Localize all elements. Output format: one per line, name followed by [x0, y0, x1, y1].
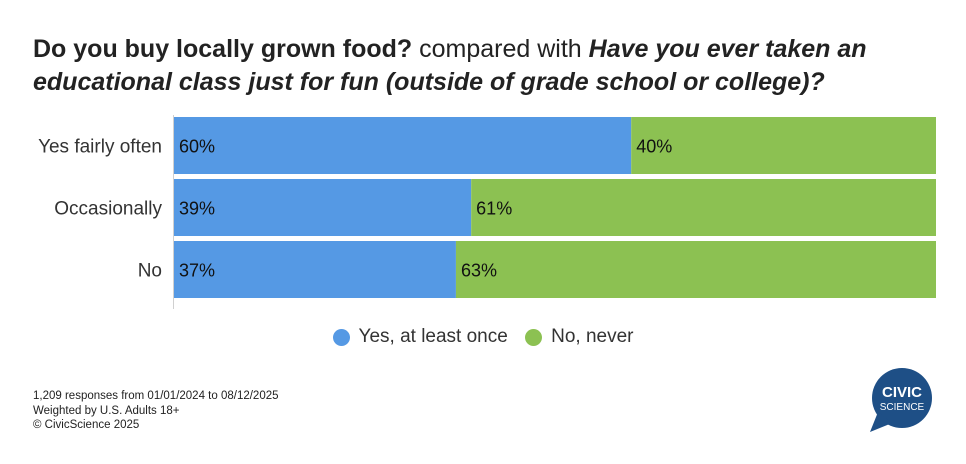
data-label-no-yes-at-least-once: 37% [179, 261, 215, 281]
legend-item-no: No, never [525, 326, 633, 348]
bar-no-yes-at-least-once [174, 241, 456, 298]
title-question-2: Have you ever taken an educational class… [33, 35, 867, 96]
stacked-bar-chart: Yes fairly often 60% 40% Occasionally 39% 61%… [38, 115, 936, 309]
footer-weighting: Weighted by U.S. Adults 18+ [33, 404, 180, 417]
bar-occasionally-no-never [471, 179, 936, 236]
data-label-occasionally-yes-at-least-once: 39% [179, 199, 215, 219]
logo-text-science: SCIENCE [880, 402, 925, 413]
legend: Yes, at least once No, never [0, 326, 966, 352]
data-label-occasionally-no-never: 61% [476, 199, 512, 219]
bar-occasionally-yes-at-least-once [174, 179, 472, 236]
bar-yes-fairly-often-no-never [631, 117, 936, 174]
category-label-no: No [138, 261, 162, 282]
logo-bubble-tail [870, 412, 892, 432]
data-label-yes-fairly-often-no-never: 40% [636, 137, 672, 157]
chart-title: Do you buy locally grown food? compared … [33, 33, 943, 99]
legend-label-no: No, never [551, 326, 634, 347]
footer-notes: 1,209 responses from 01/01/2024 to 08/12… [33, 389, 279, 433]
logo-bubble [872, 368, 932, 428]
legend-label-yes: Yes, at least once [358, 326, 508, 347]
bar-no-no-never [455, 241, 936, 298]
legend-swatch-no [525, 328, 543, 346]
legend-swatch-yes [332, 328, 350, 346]
data-label-yes-fairly-often-yes-at-least-once: 60% [179, 137, 215, 157]
footer-copyright: © CivicScience 2025 [33, 419, 140, 431]
title-connector: compared with [412, 35, 589, 63]
footer-responses: 1,209 responses from 01/01/2024 to 08/12… [33, 390, 279, 402]
legend-item-yes: Yes, at least once [332, 326, 508, 348]
bar-yes-fairly-often-yes-at-least-once [174, 117, 632, 174]
logo-text-civic: CIVIC [882, 384, 922, 401]
civicscience-logo: CIVIC SCIENCE [870, 368, 932, 432]
category-label-occasionally: Occasionally [54, 199, 162, 220]
category-label-yes-fairly-often: Yes fairly often [38, 137, 162, 158]
data-label-no-no-never: 63% [461, 261, 497, 281]
title-question-1: Do you buy locally grown food? [33, 35, 413, 63]
